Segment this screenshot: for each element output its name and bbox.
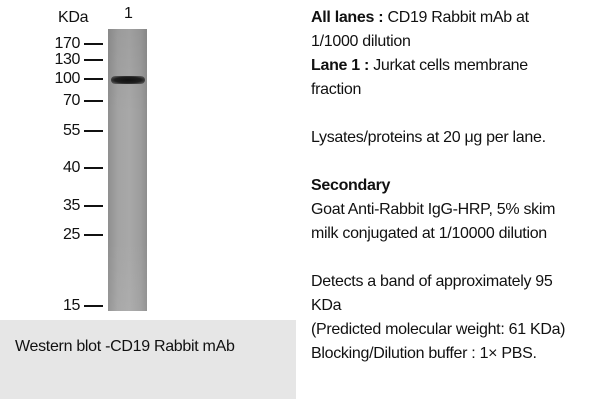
secondary-line-2: milk conjugated at 1/10000 dilution bbox=[311, 225, 547, 242]
spacer bbox=[311, 102, 597, 126]
blocking-buffer: Blocking/Dilution buffer : 1× PBS. bbox=[311, 345, 537, 362]
predicted-weight: (Predicted molecular weight: 61 KDa) bbox=[311, 321, 566, 338]
secondary-line-1: Goat Anti-Rabbit IgG-HRP, 5% skim bbox=[311, 201, 556, 218]
marker-tick-25 bbox=[84, 234, 103, 236]
lane1-line-2: fraction bbox=[311, 81, 362, 98]
marker-label-55: 55 bbox=[63, 122, 80, 139]
detects-line-2: KDa bbox=[311, 297, 342, 314]
lane1-heading: Lane 1 : bbox=[311, 57, 370, 74]
detects-line-1: Detects a band of approximately 95 bbox=[311, 273, 553, 290]
marker-label-170: 170 bbox=[54, 35, 81, 52]
marker-label-100: 100 bbox=[54, 70, 81, 87]
marker-label-130: 130 bbox=[54, 51, 81, 68]
marker-tick-35 bbox=[84, 205, 103, 207]
all-lanes-heading: All lanes : bbox=[311, 9, 384, 26]
marker-tick-100 bbox=[84, 78, 103, 80]
spacer bbox=[311, 150, 597, 174]
marker-label-40: 40 bbox=[63, 159, 80, 176]
lysates-text: Lysates/proteins at 20 μg per lane. bbox=[311, 129, 546, 146]
marker-label-15: 15 bbox=[63, 297, 80, 314]
marker-tick-130 bbox=[84, 59, 103, 61]
marker-tick-15 bbox=[84, 305, 103, 307]
secondary-heading: Secondary bbox=[311, 174, 597, 198]
blot-description: All lanes : CD19 Rabbit mAb at 1/1000 di… bbox=[311, 6, 597, 366]
spacer bbox=[311, 246, 597, 270]
marker-tick-70 bbox=[84, 100, 103, 102]
all-lanes-line-2: 1/1000 dilution bbox=[311, 33, 411, 50]
lane1-sample: Jurkat cells membrane bbox=[373, 57, 528, 74]
marker-label-25: 25 bbox=[63, 226, 80, 243]
figure-caption: Western blot -CD19 Rabbit mAb bbox=[15, 338, 235, 355]
lane-number-label: 1 bbox=[124, 5, 133, 22]
western-blot-image: KDa 1 170 130 100 70 55 40 35 25 15 bbox=[0, 0, 296, 320]
marker-tick-55 bbox=[84, 130, 103, 132]
caption-panel: Western blot -CD19 Rabbit mAb bbox=[0, 320, 296, 399]
all-lanes-line-1: All lanes : CD19 Rabbit mAb at bbox=[311, 6, 597, 30]
marker-tick-40 bbox=[84, 167, 103, 169]
protein-band bbox=[111, 76, 145, 84]
lane-1-strip bbox=[108, 29, 147, 311]
kda-unit-label: KDa bbox=[58, 9, 89, 26]
marker-label-70: 70 bbox=[63, 92, 80, 109]
marker-label-35: 35 bbox=[63, 197, 80, 214]
marker-tick-170 bbox=[84, 43, 103, 45]
all-lanes-antibody: CD19 Rabbit mAb at bbox=[387, 9, 529, 26]
lane1-line-1: Lane 1 : Jurkat cells membrane bbox=[311, 54, 597, 78]
secondary-heading-text: Secondary bbox=[311, 177, 391, 194]
